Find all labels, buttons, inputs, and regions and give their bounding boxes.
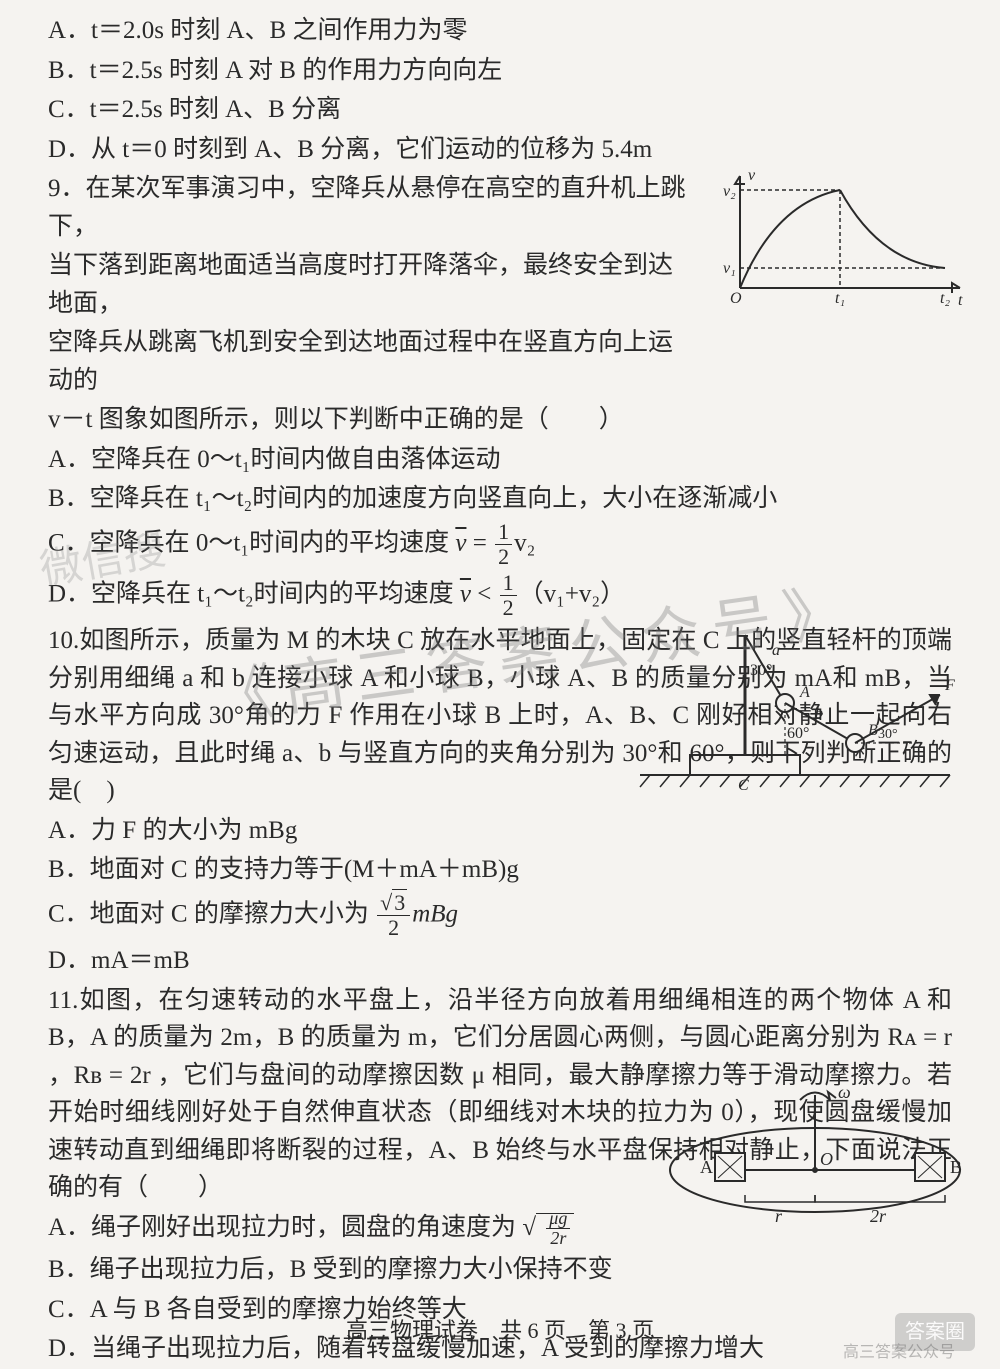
fraction: 1 2 [500, 571, 517, 620]
q9-c-tail: v₂ [514, 529, 535, 556]
vbar-symbol: v [460, 580, 471, 607]
fraction: 3 2 [377, 891, 410, 940]
frac-num: μg [546, 1209, 570, 1230]
q9-option-d: D．空降兵在 t₁～t₂时间内的平均速度 v < 1 2 （v₁+v₂） [48, 571, 952, 620]
frac-num: 1 [495, 520, 512, 545]
q10-stem: 10.如图所示，质量为 M 的木块 C 放在水平地面上，固定在 C 上的竖直轻杆… [48, 622, 952, 810]
q8-option-d: D．从 t＝0 时刻到 A、B 分离，它们运动的位移为 5.4m [48, 131, 952, 169]
q9-option-c: C．空降兵在 0～t₁时间内的平均速度 v = 1 2 v₂ [48, 520, 952, 569]
exam-page: A．t＝2.0s 时刻 A、B 之间作用力为零 B．t＝2.5s 时刻 A 对 … [0, 0, 1000, 1369]
q9-d-tail: （v₁+v₂） [519, 580, 626, 607]
q10-c-text: C．地面对 C 的摩擦力大小为 [48, 900, 369, 927]
q10-c-tail: mBg [412, 900, 458, 927]
q8-option-c: C．t＝2.5s 时刻 A、B 分离 [48, 91, 952, 129]
q10-option-d: D．mA＝mB [48, 942, 952, 980]
radicand: 3 [392, 889, 407, 915]
svg-text:t: t [958, 292, 963, 308]
q11-option-b: B．绳子出现拉力后，B 受到的摩擦力大小保持不变 [48, 1251, 952, 1289]
q9-stem-1: 9．在某次军事演习中，空降兵从悬停在高空的直升机上跳下， [48, 170, 952, 245]
q9-stem-3: 空降兵从跳离飞机到安全到达地面过程中在竖直方向上运动的 [48, 324, 952, 399]
q9-d-text: D．空降兵在 t₁～t₂时间内的平均速度 [48, 580, 454, 607]
frac-num: 1 [500, 571, 517, 596]
q9-option-b: B．空降兵在 t₁～t₂时间内的加速度方向竖直向上，大小在逐渐减小 [48, 480, 952, 518]
q9-stem-2: 当下落到距离地面适当高度时打开降落伞，最终安全到达地面， [48, 247, 952, 322]
vbar-symbol: v [455, 529, 466, 556]
fraction: μg 2r [546, 1209, 570, 1250]
q9-stem-4: v－t 图象如图所示，则以下判断中正确的是（ ） [48, 401, 952, 439]
q11-a-text: A．绳子刚好出现拉力时，圆盘的角速度为 [48, 1214, 516, 1241]
frac-num: 3 [377, 891, 410, 916]
frac-den: 2r [546, 1229, 570, 1249]
fraction: 1 2 [495, 520, 512, 569]
sqrt: μg 2r [522, 1209, 574, 1250]
q9-c-text: C．空降兵在 0～t₁时间内的平均速度 [48, 529, 449, 556]
q11-stem: 11.如图，在匀速转动的水平盘上，沿半径方向放着用细绳相连的两个物体 A 和 B… [48, 982, 952, 1207]
q10-option-b: B．地面对 C 的支持力等于(M＋mA＋mB)g [48, 851, 952, 889]
q9-option-a: A．空降兵在 0～t₁时间内做自由落体运动 [48, 441, 952, 479]
q10-option-a: A．力 F 的大小为 mBg [48, 812, 952, 850]
frac-den: 2 [377, 916, 410, 940]
page-footer: 高三物理试卷 共 6 页 第 3 页 [0, 1314, 1000, 1347]
frac-den: 2 [500, 596, 517, 620]
q8-option-b: B．t＝2.5s 时刻 A 对 B 的作用力方向向左 [48, 52, 952, 90]
frac-den: 2 [495, 545, 512, 569]
q8-option-a: A．t＝2.0s 时刻 A、B 之间作用力为零 [48, 12, 952, 50]
q11-option-a: A．绳子刚好出现拉力时，圆盘的角速度为 μg 2r [48, 1209, 952, 1250]
q10-option-c: C．地面对 C 的摩擦力大小为 3 2 mBg [48, 891, 952, 940]
